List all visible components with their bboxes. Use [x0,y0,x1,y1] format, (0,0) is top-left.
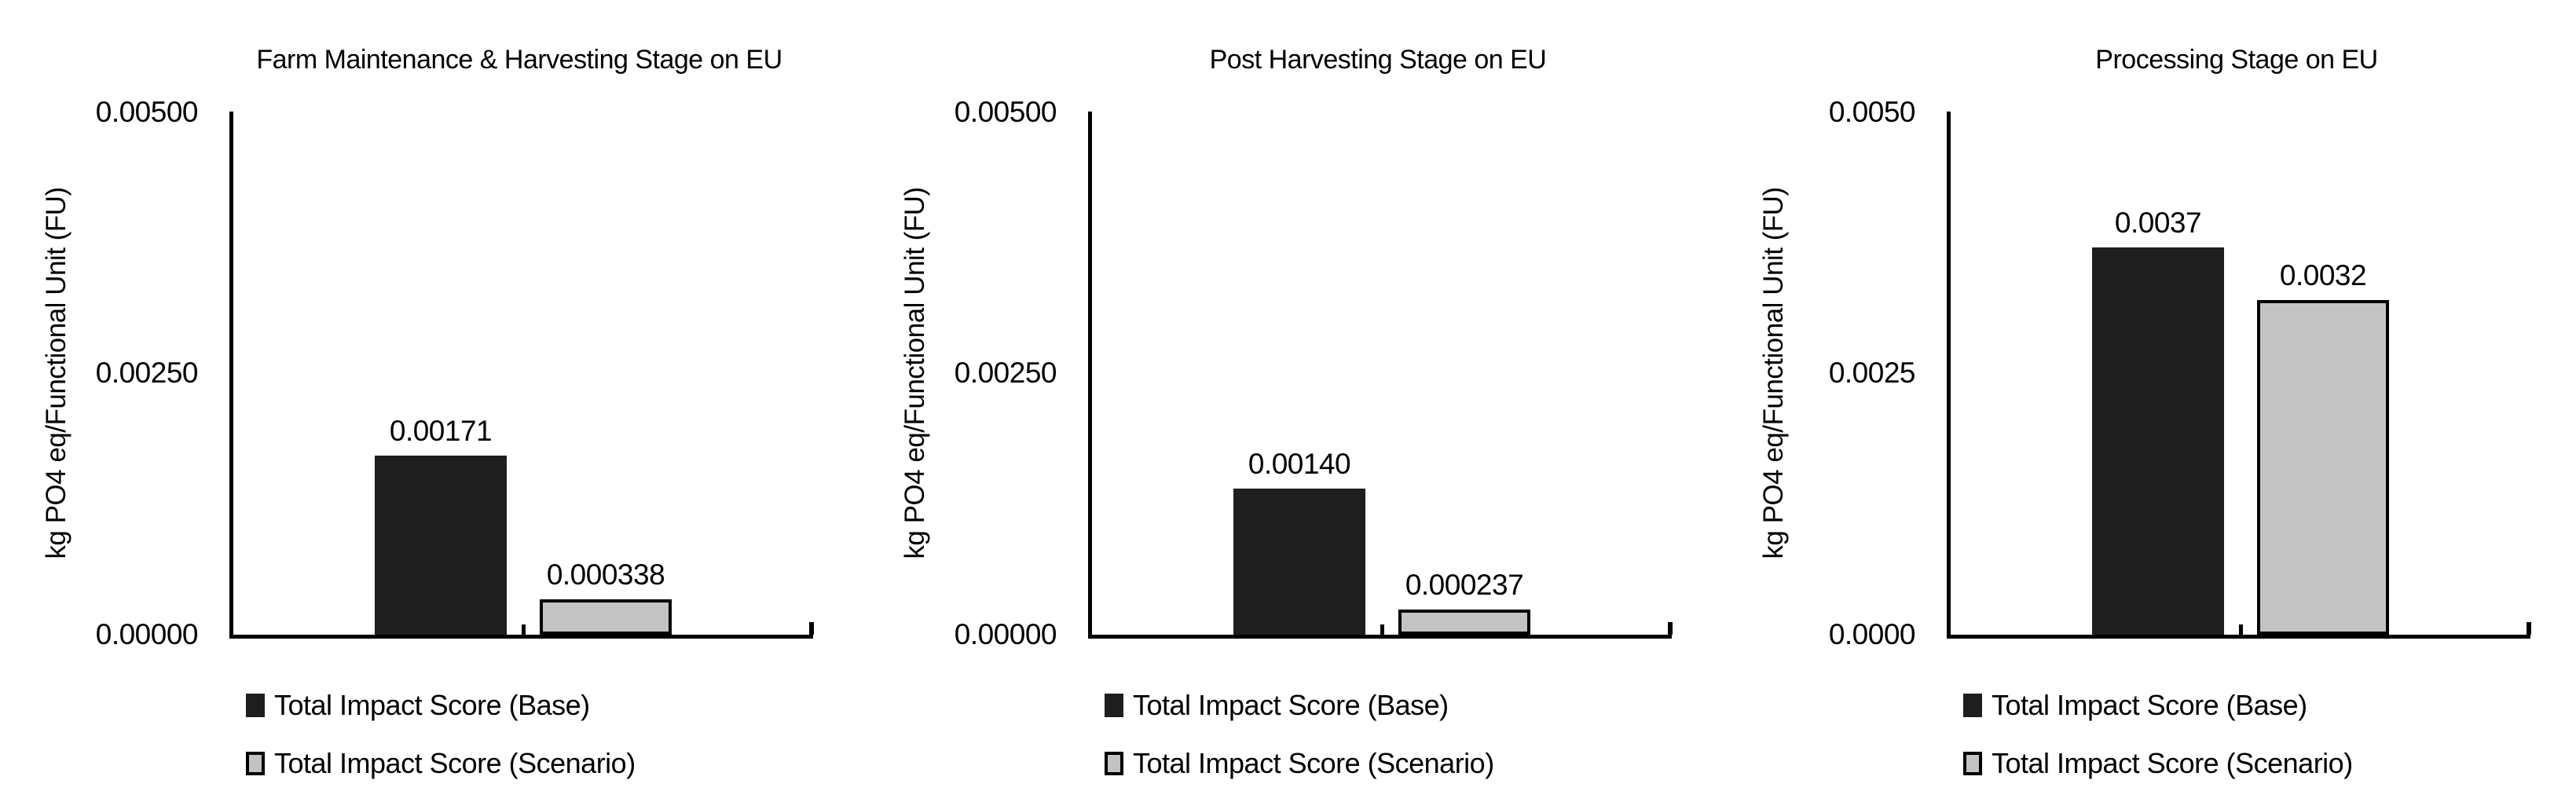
plot-area: 0.0037 0.0032 [1947,112,2531,639]
y-tick-label: 0.00500 [95,96,199,128]
chart-processing: Processing Stage on EU kg PO4 eq/Functio… [1717,0,2576,802]
bar-group: 0.00171 0.000338 [233,112,813,635]
x-axis-tick [809,622,814,635]
bar-slot-base: 0.0037 [2092,112,2224,635]
x-axis-tick [2239,624,2243,635]
bar-base [1233,488,1365,635]
legend-label-base: Total Impact Score (Base) [274,689,590,721]
bar-scenario [1398,610,1530,635]
legend: Total Impact Score (Base) Total Impact S… [246,689,636,779]
x-axis-tick [2527,622,2531,635]
legend-marker-scenario [1105,752,1123,775]
legend-marker-base [1963,694,1982,717]
bar-group: 0.00140 0.000237 [1092,112,1672,635]
legend-item-base: Total Impact Score (Base) [1105,689,1494,721]
chart-title: Processing Stage on EU [2095,45,2378,75]
bar-group: 0.0037 0.0032 [1951,112,2530,635]
legend-label-scenario: Total Impact Score (Scenario) [1133,747,1494,779]
bar-base [2092,247,2224,635]
y-tick-label: 0.00250 [95,357,199,389]
legend-label-base: Total Impact Score (Base) [1133,689,1449,721]
x-axis-tick [1668,622,1673,635]
legend: Total Impact Score (Base) Total Impact S… [1963,689,2353,779]
y-tick-label: 0.0025 [1828,357,1916,389]
legend-item-scenario: Total Impact Score (Scenario) [246,747,636,779]
bar-slot-base: 0.00140 [1233,112,1365,635]
legend-item-base: Total Impact Score (Base) [246,689,636,721]
legend-label-scenario: Total Impact Score (Scenario) [1992,747,2353,779]
chart-farm-maintenance-harvesting: Farm Maintenance & Harvesting Stage on E… [0,0,859,802]
chart-post-harvesting: Post Harvesting Stage on EU kg PO4 eq/Fu… [859,0,1717,802]
data-label-scenario: 0.000338 [546,558,665,591]
legend-marker-base [1105,694,1123,717]
y-tick-label: 0.00000 [954,618,1057,650]
bar-slot-scenario: 0.000237 [1398,112,1530,635]
chart-title: Post Harvesting Stage on EU [1209,45,1547,75]
data-label-base: 0.00171 [389,415,493,448]
data-label-scenario: 0.000237 [1405,569,1524,602]
bar-slot-scenario: 0.0032 [2257,112,2389,635]
data-label-scenario: 0.0032 [2279,258,2367,291]
y-tick-label: 0.00250 [954,357,1057,389]
plot-area: 0.00171 0.000338 [229,112,814,639]
legend-item-base: Total Impact Score (Base) [1963,689,2353,721]
legend-item-scenario: Total Impact Score (Scenario) [1963,747,2353,779]
data-label-base: 0.00140 [1248,447,1351,480]
y-tick-label: 0.0000 [1828,618,1916,650]
legend-marker-base [246,694,265,717]
legend-label-base: Total Impact Score (Base) [1992,689,2307,721]
x-axis-tick [1380,624,1384,635]
data-label-base: 0.0037 [2114,207,2202,240]
y-tick-label: 0.00000 [95,618,199,650]
legend: Total Impact Score (Base) Total Impact S… [1105,689,1494,779]
plot-area: 0.00140 0.000237 [1088,112,1673,639]
legend-marker-scenario [1963,752,1982,775]
legend-label-scenario: Total Impact Score (Scenario) [274,747,636,779]
bar-slot-scenario: 0.000338 [540,112,672,635]
legend-marker-scenario [246,752,265,775]
y-tick-label: 0.00500 [954,96,1057,128]
chart-title: Farm Maintenance & Harvesting Stage on E… [256,45,782,75]
legend-item-scenario: Total Impact Score (Scenario) [1105,747,1494,779]
x-axis-tick [522,624,526,635]
bar-scenario [2257,299,2389,635]
bar-scenario [540,599,672,635]
bar-slot-base: 0.00171 [375,112,507,635]
y-tick-label: 0.0050 [1828,96,1916,128]
bar-base [375,456,507,635]
